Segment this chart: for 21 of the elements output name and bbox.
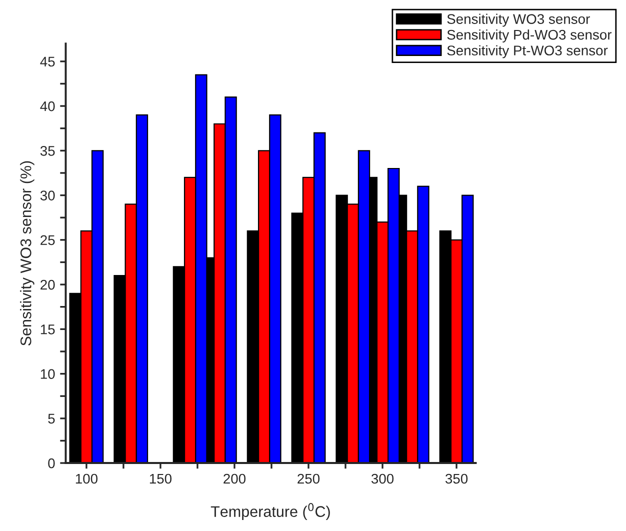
x-tick-label: 300 [371, 474, 394, 484]
y-tick-label: 5 [48, 414, 55, 424]
y-tick-label: 10 [40, 369, 55, 379]
x-tick-label: 250 [298, 474, 320, 484]
x-tick-label: 150 [150, 474, 172, 484]
y-tick-label: 25 [40, 235, 55, 246]
x-tick-label: 200 [224, 474, 246, 484]
x-tick-label: 350 [445, 474, 468, 484]
y-tick-label: 40 [40, 101, 55, 112]
y-tick-label: 15 [40, 324, 55, 334]
x-axis-title: Temperature ($^{0}$C) [210, 503, 330, 520]
y-tick-label: 35 [40, 146, 55, 156]
y-tick-label: 0 [48, 458, 55, 468]
y-axis-title: Sensitivity WO3 sensor (%) [20, 161, 34, 346]
legend-label: Sensitivity Pt-WO3 sensor [447, 45, 608, 58]
y-tick-label: 45 [40, 56, 55, 67]
legend-label: Sensitivity Pd-WO3 sensor [447, 29, 612, 42]
y-tick-label: 30 [40, 190, 55, 200]
x-tick-label: 100 [76, 474, 98, 484]
legend-label: Sensitivity WO3 sensor [447, 14, 590, 27]
y-tick-label: 20 [40, 280, 55, 290]
